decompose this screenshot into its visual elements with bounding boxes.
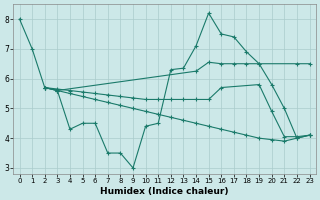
X-axis label: Humidex (Indice chaleur): Humidex (Indice chaleur) bbox=[100, 187, 229, 196]
